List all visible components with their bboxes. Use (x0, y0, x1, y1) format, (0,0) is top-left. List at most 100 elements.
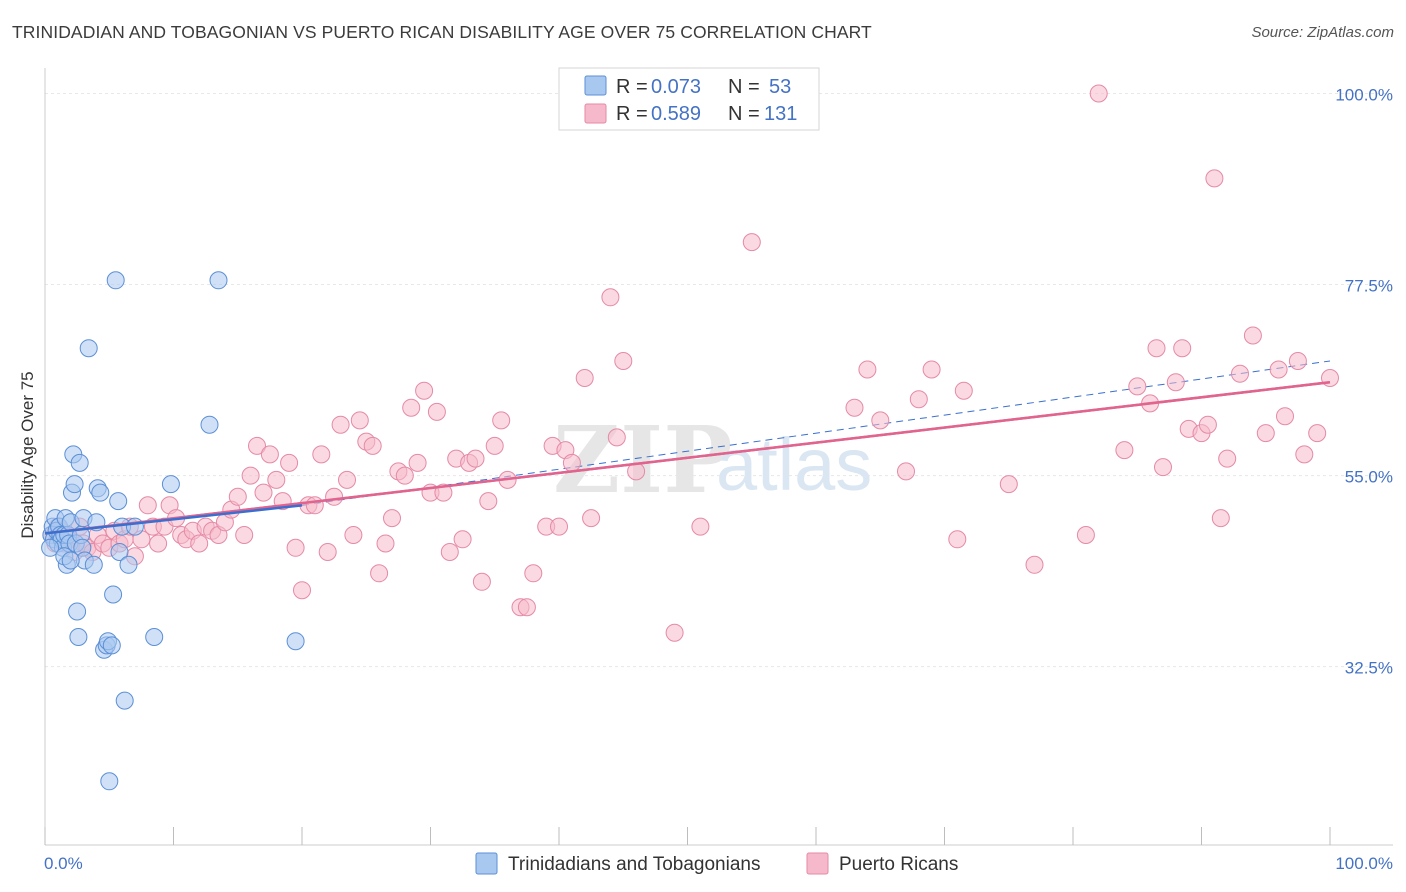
data-point-pink (415, 381, 434, 400)
data-point-blue (109, 492, 128, 511)
data-point-pink (614, 352, 633, 370)
data-point-pink (909, 390, 928, 409)
data-point-pink (376, 534, 395, 553)
trend-line-blue-dashed (301, 360, 1331, 506)
y-tick-label: 77.5% (1345, 277, 1393, 296)
data-point-pink (948, 530, 967, 549)
data-point-pink (1128, 377, 1147, 396)
data-point-blue (200, 415, 219, 434)
data-point-pink (1076, 526, 1095, 544)
data-point-pink (517, 598, 536, 617)
data-point-pink (742, 233, 761, 252)
legend-r-value-pink: 0.589 (651, 103, 701, 125)
legend-r-value-blue: 0.073 (651, 76, 701, 98)
data-point-pink (338, 470, 356, 489)
data-point-blue (161, 475, 180, 494)
tick-labels: 32.5% 55.0% 77.5% 100.0% 0.0% 100.0% (44, 85, 1393, 873)
data-point-pink (1288, 352, 1307, 370)
data-point-pink (286, 538, 305, 557)
data-point-pink (466, 449, 485, 468)
data-point-pink (402, 398, 421, 417)
data-point-pink (999, 475, 1018, 494)
data-point-blue (69, 628, 88, 646)
data-point-pink (550, 517, 568, 536)
chart-source: Source: ZipAtlas.com (1251, 24, 1394, 41)
bottom-legend-swatch-blue (475, 852, 498, 875)
data-point-pink (1147, 339, 1166, 358)
data-point-blue (125, 517, 144, 536)
bottom-legend-label-blue: Trinidadians and Tobagonians (508, 854, 760, 875)
data-point-pink (1276, 407, 1294, 426)
data-point-pink (1256, 424, 1275, 443)
data-point-blue (91, 483, 110, 502)
data-point-blue (106, 271, 125, 290)
x-tick-label: 100.0% (1335, 854, 1393, 873)
data-point-blue (104, 585, 123, 604)
data-point-pink (1115, 441, 1134, 460)
data-point-blue (110, 543, 129, 561)
data-point-pink (363, 436, 382, 455)
data-point-pink (897, 462, 915, 481)
data-point-pink (293, 581, 311, 600)
data-point-pink (1218, 449, 1237, 468)
data-point-pink (331, 415, 350, 434)
data-points (41, 84, 1339, 791)
data-point-pink (871, 411, 890, 430)
data-point-pink (408, 453, 427, 472)
data-point-pink (254, 483, 273, 502)
data-point-pink (954, 381, 973, 400)
data-point-pink (190, 534, 209, 553)
data-point-blue (119, 555, 138, 574)
y-tick-label: 100.0% (1335, 85, 1393, 104)
data-point-pink (305, 496, 324, 515)
data-point-pink (440, 543, 459, 561)
data-point-pink (1173, 339, 1192, 358)
trend-line-pink-solid (44, 380, 1331, 535)
data-point-pink (312, 445, 331, 464)
data-point-pink (453, 530, 472, 549)
data-point-pink (691, 517, 710, 536)
data-point-blue (70, 453, 89, 472)
trend-line-blue-solid (44, 504, 303, 535)
bottom-legend-label-pink: Puerto Ricans (839, 854, 958, 875)
y-tick-label: 55.0% (1345, 468, 1393, 487)
watermark: ZIP atlas (553, 406, 872, 514)
gridlines (45, 92, 1393, 668)
data-point-pink (1154, 458, 1172, 477)
data-point-pink (241, 466, 260, 485)
data-point-pink (524, 564, 543, 583)
data-point-pink (1089, 84, 1108, 103)
trend-lines-top (44, 380, 1331, 535)
data-point-pink (922, 360, 941, 379)
legend-r-label-blue: R = (616, 76, 648, 98)
data-point-pink (1025, 555, 1044, 574)
data-point-blue (41, 538, 60, 557)
data-point-blue (65, 475, 84, 494)
data-point-pink (1211, 509, 1230, 528)
y-axis-label: Disability Age Over 75 (18, 371, 37, 538)
watermark-zip: ZIP (553, 406, 732, 514)
data-point-pink (248, 436, 266, 455)
data-point-pink (1198, 415, 1217, 434)
legend-n-value-pink: 131 (764, 103, 797, 125)
legend-swatch-pink (584, 103, 607, 124)
bottom-legend: Trinidadians and Tobagonians Puerto Rica… (475, 852, 958, 875)
data-point-blue (79, 339, 98, 358)
legend-n-label-blue: N = (728, 76, 760, 98)
data-point-pink (1295, 445, 1314, 464)
legend-swatch-blue (584, 75, 607, 96)
data-point-blue (115, 691, 134, 710)
x-tick-label: 0.0% (44, 854, 83, 873)
data-point-blue (209, 271, 228, 290)
data-point-pink (260, 445, 279, 464)
data-point-pink (582, 509, 601, 528)
data-point-pink (858, 360, 877, 379)
axes (44, 68, 1393, 846)
data-point-pink (344, 526, 363, 544)
data-point-blue (84, 555, 103, 574)
data-point-pink (228, 487, 247, 506)
data-point-pink (1205, 169, 1224, 188)
data-point-blue (100, 772, 119, 791)
legend-n-value-blue: 53 (769, 76, 791, 98)
